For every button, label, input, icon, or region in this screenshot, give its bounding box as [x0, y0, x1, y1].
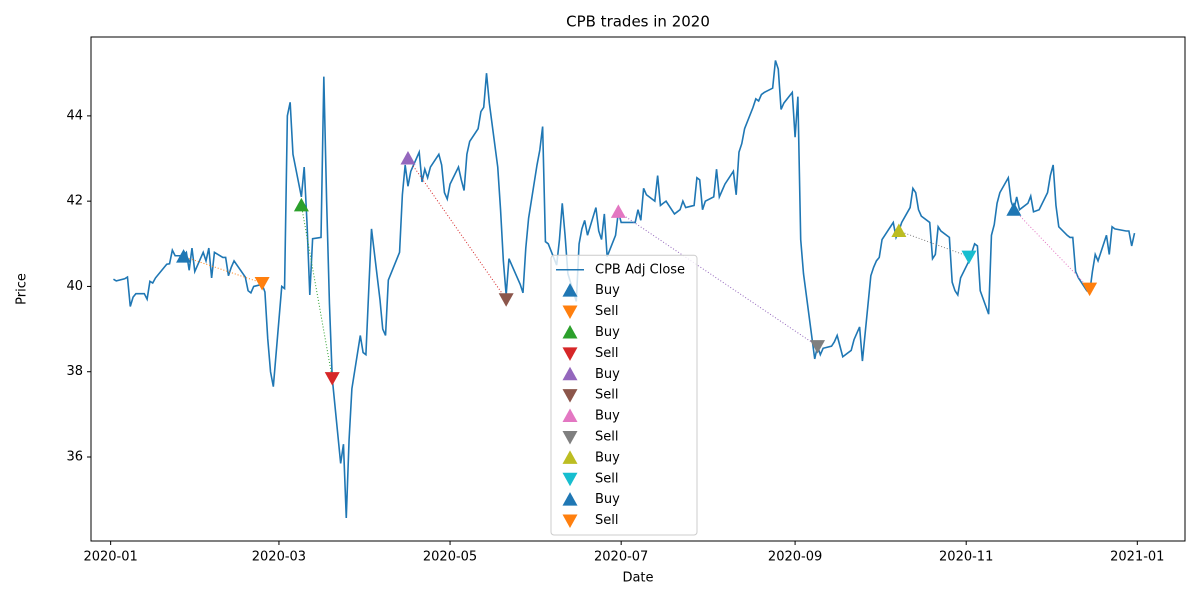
- x-tick-label: 2020-09: [768, 550, 822, 565]
- y-axis-label: Price: [15, 273, 30, 305]
- legend-marker: [562, 472, 578, 487]
- legend-marker: [562, 283, 578, 297]
- buy-marker: [891, 223, 907, 238]
- legend-label: Buy: [595, 325, 620, 340]
- trade-connector: [300, 205, 333, 379]
- legend-label: Buy: [595, 283, 620, 298]
- legend-marker: [562, 514, 578, 529]
- trade-connector: [898, 230, 970, 258]
- legend-marker: [562, 408, 578, 423]
- x-tick-label: 2020-01: [83, 550, 137, 565]
- legend-label: Buy: [595, 450, 620, 465]
- axes-frame: [90, 36, 1186, 542]
- legend-marker: [562, 324, 578, 339]
- sell-marker: [961, 250, 977, 265]
- legend-label: Sell: [595, 346, 618, 361]
- legend-label: Sell: [595, 304, 618, 319]
- x-tick-label: 2020-03: [252, 550, 306, 565]
- sell-marker: [1082, 282, 1098, 297]
- legend-label: Sell: [595, 429, 618, 444]
- y-tick-label: 36: [66, 450, 83, 465]
- x-axis-label: Date: [622, 571, 653, 586]
- buy-marker: [176, 249, 192, 263]
- trade-connector: [183, 256, 263, 284]
- sell-marker: [254, 277, 270, 291]
- sell-marker: [324, 372, 340, 386]
- x-tick-label: 2021-01: [1110, 550, 1164, 565]
- legend-box: [550, 254, 698, 536]
- legend-label: Sell: [595, 471, 618, 486]
- legend-label: Buy: [595, 409, 620, 424]
- legend-label: Buy: [595, 367, 620, 382]
- buy-marker: [610, 204, 626, 218]
- legend-marker: [562, 492, 578, 506]
- legend-marker: [562, 305, 578, 320]
- legend-marker: [562, 347, 578, 361]
- buy-marker: [293, 197, 309, 212]
- buy-marker: [400, 151, 416, 165]
- trade-connector: [1013, 209, 1090, 289]
- legend-label: Sell: [595, 513, 618, 528]
- legend-label: CPB Adj Close: [595, 262, 685, 277]
- chart-title: CPB trades in 2020: [566, 13, 710, 31]
- legend-marker: [562, 366, 578, 381]
- buy-marker: [1006, 202, 1022, 216]
- sell-marker: [810, 340, 826, 354]
- y-tick-label: 44: [66, 108, 83, 123]
- legend-marker: [562, 450, 578, 464]
- x-tick-label: 2020-11: [939, 550, 993, 565]
- sell-marker: [498, 293, 514, 307]
- y-tick-label: 38: [66, 364, 83, 379]
- legend-marker: [562, 430, 578, 445]
- y-tick-label: 42: [66, 194, 83, 209]
- legend-label: Buy: [595, 492, 620, 507]
- legend-marker: [562, 389, 578, 403]
- y-tick-label: 40: [66, 279, 83, 294]
- x-tick-label: 2020-05: [423, 550, 477, 565]
- x-tick-label: 2020-07: [594, 550, 648, 565]
- legend-label: Sell: [595, 388, 618, 403]
- trade-connector: [618, 211, 818, 347]
- price-line: [113, 60, 1136, 519]
